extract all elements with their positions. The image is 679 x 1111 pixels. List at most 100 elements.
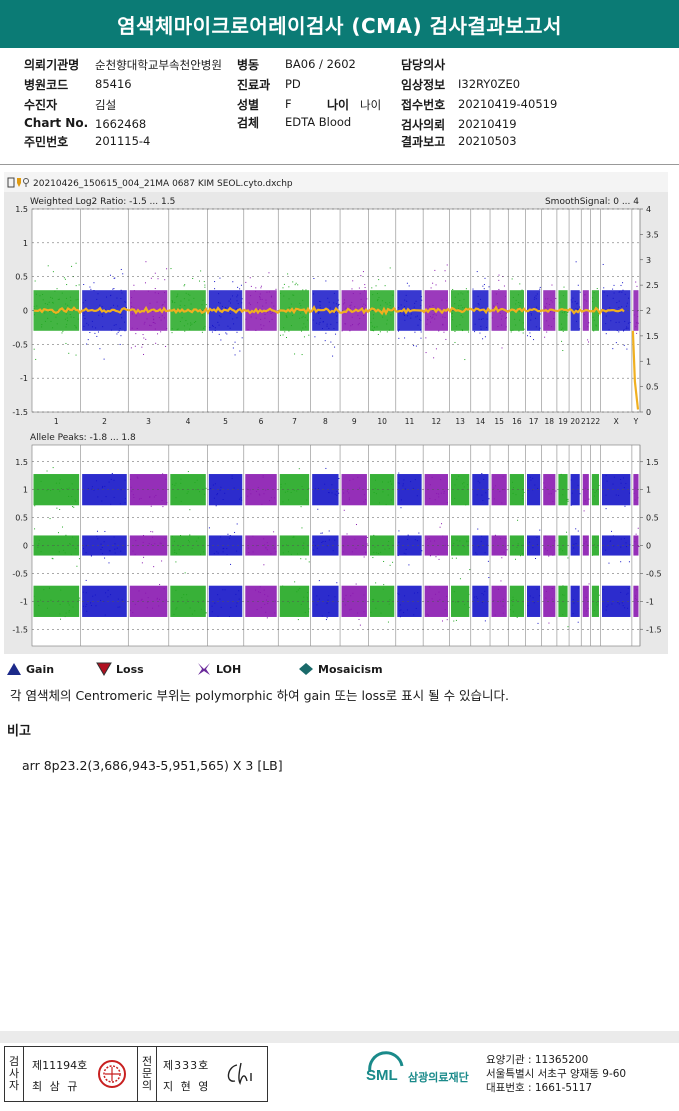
ratio-point — [262, 305, 264, 307]
allele-point — [165, 478, 167, 480]
allele-point — [113, 479, 115, 481]
allele-point — [515, 558, 517, 560]
allele-band — [491, 535, 507, 556]
ratio-point — [124, 301, 126, 303]
info-value: 85416 — [95, 77, 132, 91]
ratio-point — [366, 298, 368, 300]
allele-point — [132, 550, 134, 552]
allele-point — [103, 541, 105, 543]
allele-point — [306, 499, 308, 501]
allele-point — [476, 494, 478, 496]
allele-point — [453, 620, 455, 622]
allele-point — [617, 602, 619, 604]
ratio-point — [606, 295, 608, 297]
ratio-point — [116, 297, 118, 299]
ratio-point — [587, 339, 589, 341]
allele-point — [155, 494, 157, 496]
allele-point — [138, 498, 140, 500]
ratio-point — [302, 299, 304, 301]
ratio-point — [407, 315, 409, 317]
ratio-point — [153, 318, 155, 320]
allele-point — [634, 487, 636, 489]
allele-point — [455, 619, 457, 621]
ratio-point — [464, 307, 466, 309]
ratio-point — [518, 302, 520, 304]
allele-point — [512, 492, 514, 494]
allele-point — [68, 610, 70, 612]
ratio-point — [442, 324, 444, 326]
allele-point — [238, 598, 240, 600]
ratio-point — [120, 313, 122, 315]
chromosome-label: 15 — [494, 417, 504, 426]
ratio-point — [536, 306, 538, 308]
ratio-point — [245, 281, 247, 283]
ratio-point — [420, 329, 422, 331]
allele-point — [219, 489, 221, 491]
ratio-point — [503, 285, 505, 287]
allele-point — [628, 561, 630, 563]
allele-band — [33, 585, 80, 617]
ratio-point — [535, 317, 537, 319]
ratio-point — [230, 298, 232, 300]
allele-point — [233, 487, 235, 489]
allele-point — [446, 619, 448, 621]
legend-label: Loss — [116, 662, 144, 676]
ratio-point — [190, 322, 192, 324]
allele-band — [509, 474, 524, 506]
allele-point — [265, 546, 267, 548]
ratio-point — [566, 314, 568, 316]
ratio-point — [120, 268, 122, 270]
ratio-point — [70, 299, 72, 301]
ratio-point — [55, 316, 57, 318]
allele-point — [506, 549, 508, 551]
allele-point — [241, 499, 243, 501]
allele-point — [444, 609, 446, 611]
y-tick-label: 0 — [23, 542, 28, 551]
triangle-down-icon — [96, 662, 112, 676]
ratio-point — [170, 268, 172, 270]
ratio-point — [297, 284, 299, 286]
allele-point — [365, 499, 367, 501]
allele-point — [528, 538, 530, 540]
allele-point — [120, 550, 122, 552]
ratio-point — [534, 296, 536, 298]
allele-point — [181, 597, 183, 599]
ratio-point — [136, 328, 138, 330]
ratio-point — [286, 315, 288, 317]
ratio-point — [124, 330, 126, 332]
y2-tick-label: 0.5 — [646, 383, 659, 392]
ratio-point — [403, 314, 405, 316]
allele-point — [605, 508, 607, 510]
allele-point — [575, 543, 577, 545]
ratio-point — [636, 321, 638, 323]
ratio-point — [229, 327, 231, 329]
allele-point — [216, 494, 218, 496]
allele-band — [543, 474, 556, 506]
ratio-point — [121, 292, 123, 294]
allele-point — [405, 548, 407, 550]
ratio-point — [380, 304, 382, 306]
ratio-point — [329, 307, 331, 309]
allele-point — [224, 492, 226, 494]
allele-point — [416, 495, 418, 497]
allele-point — [515, 599, 517, 601]
ratio-point — [498, 279, 500, 281]
allele-point — [620, 546, 622, 548]
ratio-point — [151, 307, 153, 309]
ratio-point — [171, 332, 173, 334]
ratio-point — [377, 299, 379, 301]
ratio-point — [65, 342, 67, 344]
ratio-point — [265, 302, 267, 304]
allele-point — [111, 472, 113, 474]
allele-point — [104, 485, 106, 487]
allele-point — [365, 546, 367, 548]
ratio-point — [530, 319, 532, 321]
ratio-point — [116, 333, 118, 335]
allele-point — [577, 587, 579, 589]
ratio-point — [326, 323, 328, 325]
ratio-point — [175, 309, 177, 311]
ratio-point — [482, 285, 484, 287]
ratio-point — [432, 316, 434, 318]
allele-point — [334, 493, 336, 495]
allele-band — [591, 474, 599, 506]
